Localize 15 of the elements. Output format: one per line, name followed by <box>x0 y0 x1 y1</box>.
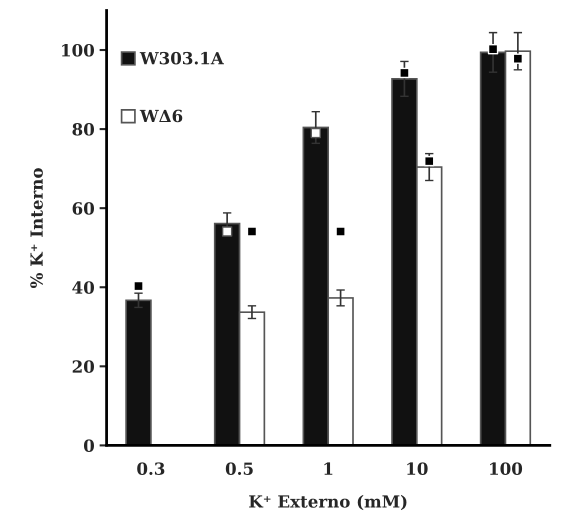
y-tick-label: 0 <box>84 439 94 452</box>
x-tick-label: 0.3 <box>137 462 164 475</box>
x-axis-title: K⁺ Externo (mM) <box>249 494 406 510</box>
y-axis-title: % K⁺ Interno <box>30 168 43 288</box>
x-tick-label: 100 <box>490 462 522 475</box>
x-tick-label: 0.5 <box>226 462 253 475</box>
y-tick-label: 20 <box>72 360 94 373</box>
y-tick-label: 40 <box>72 281 94 294</box>
legend-label: W303.1A <box>140 52 224 64</box>
legend-label: WΔ6 <box>140 110 182 122</box>
x-tick-label: 10 <box>407 462 428 475</box>
x-tick-label: 1 <box>324 462 332 475</box>
y-tick-label: 80 <box>72 123 94 136</box>
y-tick-label: 100 <box>62 44 94 57</box>
y-tick-label: 60 <box>72 202 94 215</box>
